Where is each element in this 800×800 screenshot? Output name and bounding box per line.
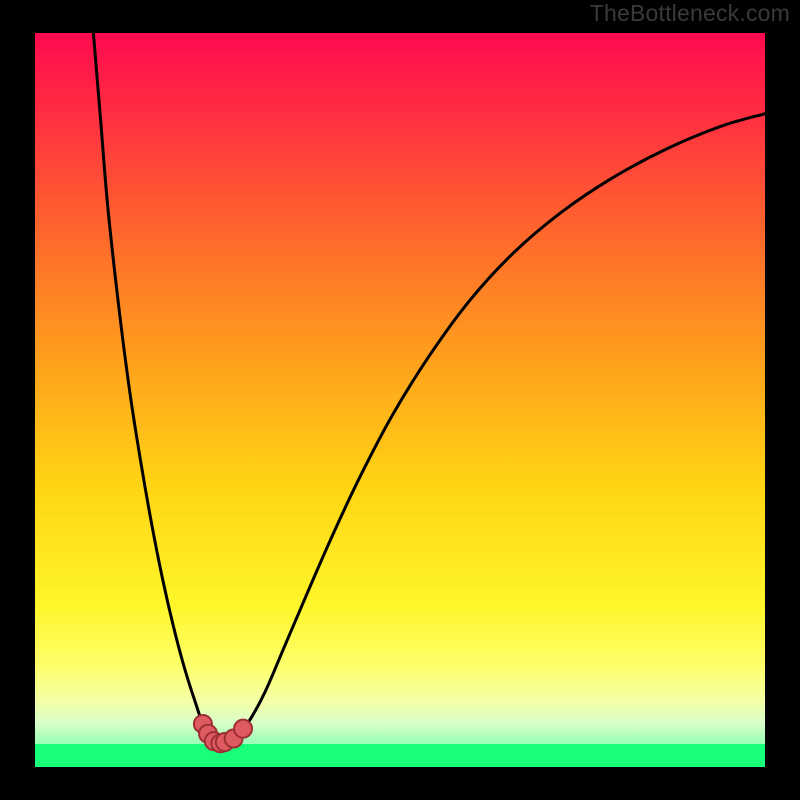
figure-root: TheBottleneck.com bbox=[0, 0, 800, 800]
curve-min-marker bbox=[234, 720, 252, 738]
plot-area bbox=[35, 33, 765, 767]
watermark-text: TheBottleneck.com bbox=[590, 0, 790, 27]
bottleneck-curve bbox=[35, 33, 765, 767]
